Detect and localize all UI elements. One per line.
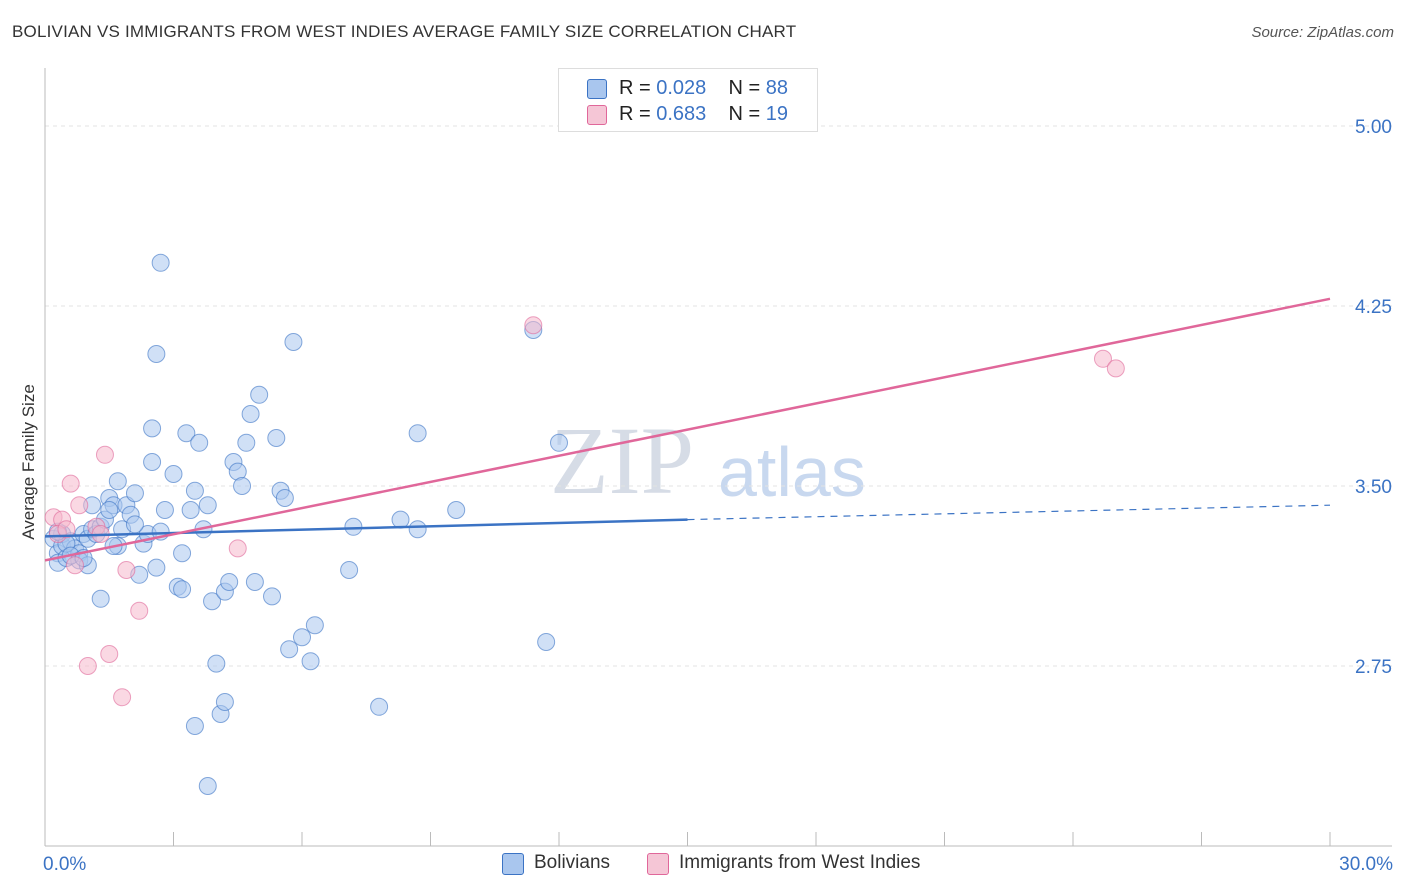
bolivian-point bbox=[340, 561, 359, 579]
west-indies-point bbox=[228, 539, 247, 558]
bolivian-point bbox=[215, 693, 234, 711]
legend-swatch-blue bbox=[587, 79, 607, 99]
watermark-zip: ZIP bbox=[550, 407, 694, 514]
y-tick-label: 2.75 bbox=[1355, 657, 1392, 678]
bolivian-point bbox=[233, 477, 252, 495]
bolivian-point bbox=[125, 484, 144, 503]
bolivian-point bbox=[408, 520, 427, 539]
bolivian-point bbox=[301, 652, 320, 671]
bolivian-point bbox=[198, 777, 217, 795]
bolivian-point bbox=[344, 517, 363, 536]
bolivian-point bbox=[181, 501, 200, 519]
bolivian-point bbox=[198, 496, 217, 515]
bolivian-point bbox=[293, 628, 311, 647]
bottom-legend-label: Immigrants from West Indies bbox=[679, 852, 921, 873]
y-tick-label: 5.00 bbox=[1355, 117, 1392, 138]
bolivian-point bbox=[91, 589, 110, 608]
bolivian-point bbox=[280, 640, 299, 659]
bolivian-point bbox=[108, 472, 127, 491]
bolivian-point bbox=[125, 515, 144, 534]
west-indies-point bbox=[1106, 359, 1125, 378]
west-indies-point bbox=[70, 496, 89, 515]
bolivian-point bbox=[305, 616, 324, 635]
bolivian-point bbox=[100, 501, 119, 519]
watermark-atlas: atlas bbox=[718, 433, 866, 511]
bolivian-point bbox=[241, 405, 260, 423]
bolivian-point bbox=[155, 501, 174, 519]
bolivian-point bbox=[537, 633, 556, 651]
correlation-legend: R = 0.028 N = 88 R = 0.683 N = 19 bbox=[558, 68, 818, 132]
y-tick-label: 3.50 bbox=[1355, 477, 1392, 498]
legend-n-label: N = bbox=[728, 77, 761, 99]
bolivian-point bbox=[408, 424, 427, 443]
bottom-legend-swatch-pink bbox=[647, 853, 669, 875]
bolivian-point bbox=[220, 573, 239, 591]
west-indies-point bbox=[57, 520, 76, 539]
west-indies-point bbox=[61, 474, 80, 493]
bolivian-point bbox=[164, 465, 183, 483]
bolivian-point bbox=[237, 433, 256, 452]
y-tick-label: 4.25 bbox=[1355, 297, 1392, 318]
bolivian-point bbox=[370, 697, 389, 716]
source-label: Source: ZipAtlas.com bbox=[1251, 24, 1394, 41]
bolivian-point bbox=[447, 501, 466, 519]
bolivian-point bbox=[143, 453, 162, 471]
west-indies-point bbox=[524, 316, 543, 335]
bolivian-point bbox=[147, 345, 166, 363]
legend-swatch-pink bbox=[587, 105, 607, 125]
bolivian-point bbox=[391, 510, 410, 529]
bottom-legend-swatch-blue bbox=[502, 853, 524, 875]
bolivian-point bbox=[173, 580, 192, 599]
bolivian-point bbox=[203, 592, 222, 611]
y-axis-title: Average Family Size bbox=[19, 384, 38, 540]
bolivian-point bbox=[550, 433, 568, 452]
west-indies-point bbox=[65, 556, 84, 575]
chart-title: BOLIVIAN VS IMMIGRANTS FROM WEST INDIES … bbox=[12, 22, 797, 41]
bolivian-trend-line bbox=[44, 518, 688, 538]
west-indies-point bbox=[95, 445, 114, 464]
bolivian-point bbox=[185, 481, 204, 500]
bolivian-point bbox=[267, 429, 286, 447]
bolivian-point bbox=[284, 333, 303, 351]
bolivian-point bbox=[245, 573, 264, 591]
legend-n-label: N = bbox=[728, 103, 761, 125]
bolivian-trend-extension bbox=[687, 504, 1331, 521]
bolivian-point bbox=[250, 385, 269, 404]
west-indies-point bbox=[100, 645, 119, 663]
x-tick-label-right: 30.0% bbox=[1339, 854, 1393, 875]
legend-r-label: R = bbox=[619, 77, 651, 99]
west-indies-trend-line bbox=[44, 297, 1331, 562]
west-indies-point bbox=[113, 688, 132, 707]
legend-r-value: 0.028 bbox=[656, 77, 707, 99]
bolivian-point bbox=[263, 587, 282, 606]
legend-n-value: 19 bbox=[765, 103, 789, 125]
bolivian-point bbox=[177, 424, 196, 443]
west-indies-point bbox=[117, 561, 136, 579]
west-indies-point bbox=[1093, 349, 1112, 368]
west-indies-point bbox=[78, 657, 97, 675]
west-indies-point bbox=[130, 601, 149, 620]
bolivian-point bbox=[143, 419, 162, 438]
bolivian-point bbox=[207, 654, 226, 673]
x-tick-label-left: 0.0% bbox=[43, 854, 86, 875]
legend-n-value: 88 bbox=[765, 77, 789, 99]
bolivian-point bbox=[151, 253, 170, 272]
bolivian-point bbox=[190, 433, 209, 452]
legend-r-label: R = bbox=[619, 103, 651, 125]
bottom-legend-label: Bolivians bbox=[534, 852, 611, 873]
bolivian-point bbox=[185, 717, 204, 735]
bolivian-point bbox=[275, 489, 294, 507]
bolivian-point bbox=[173, 544, 192, 563]
legend-r-value: 0.683 bbox=[656, 103, 707, 125]
bolivian-point bbox=[147, 558, 166, 577]
